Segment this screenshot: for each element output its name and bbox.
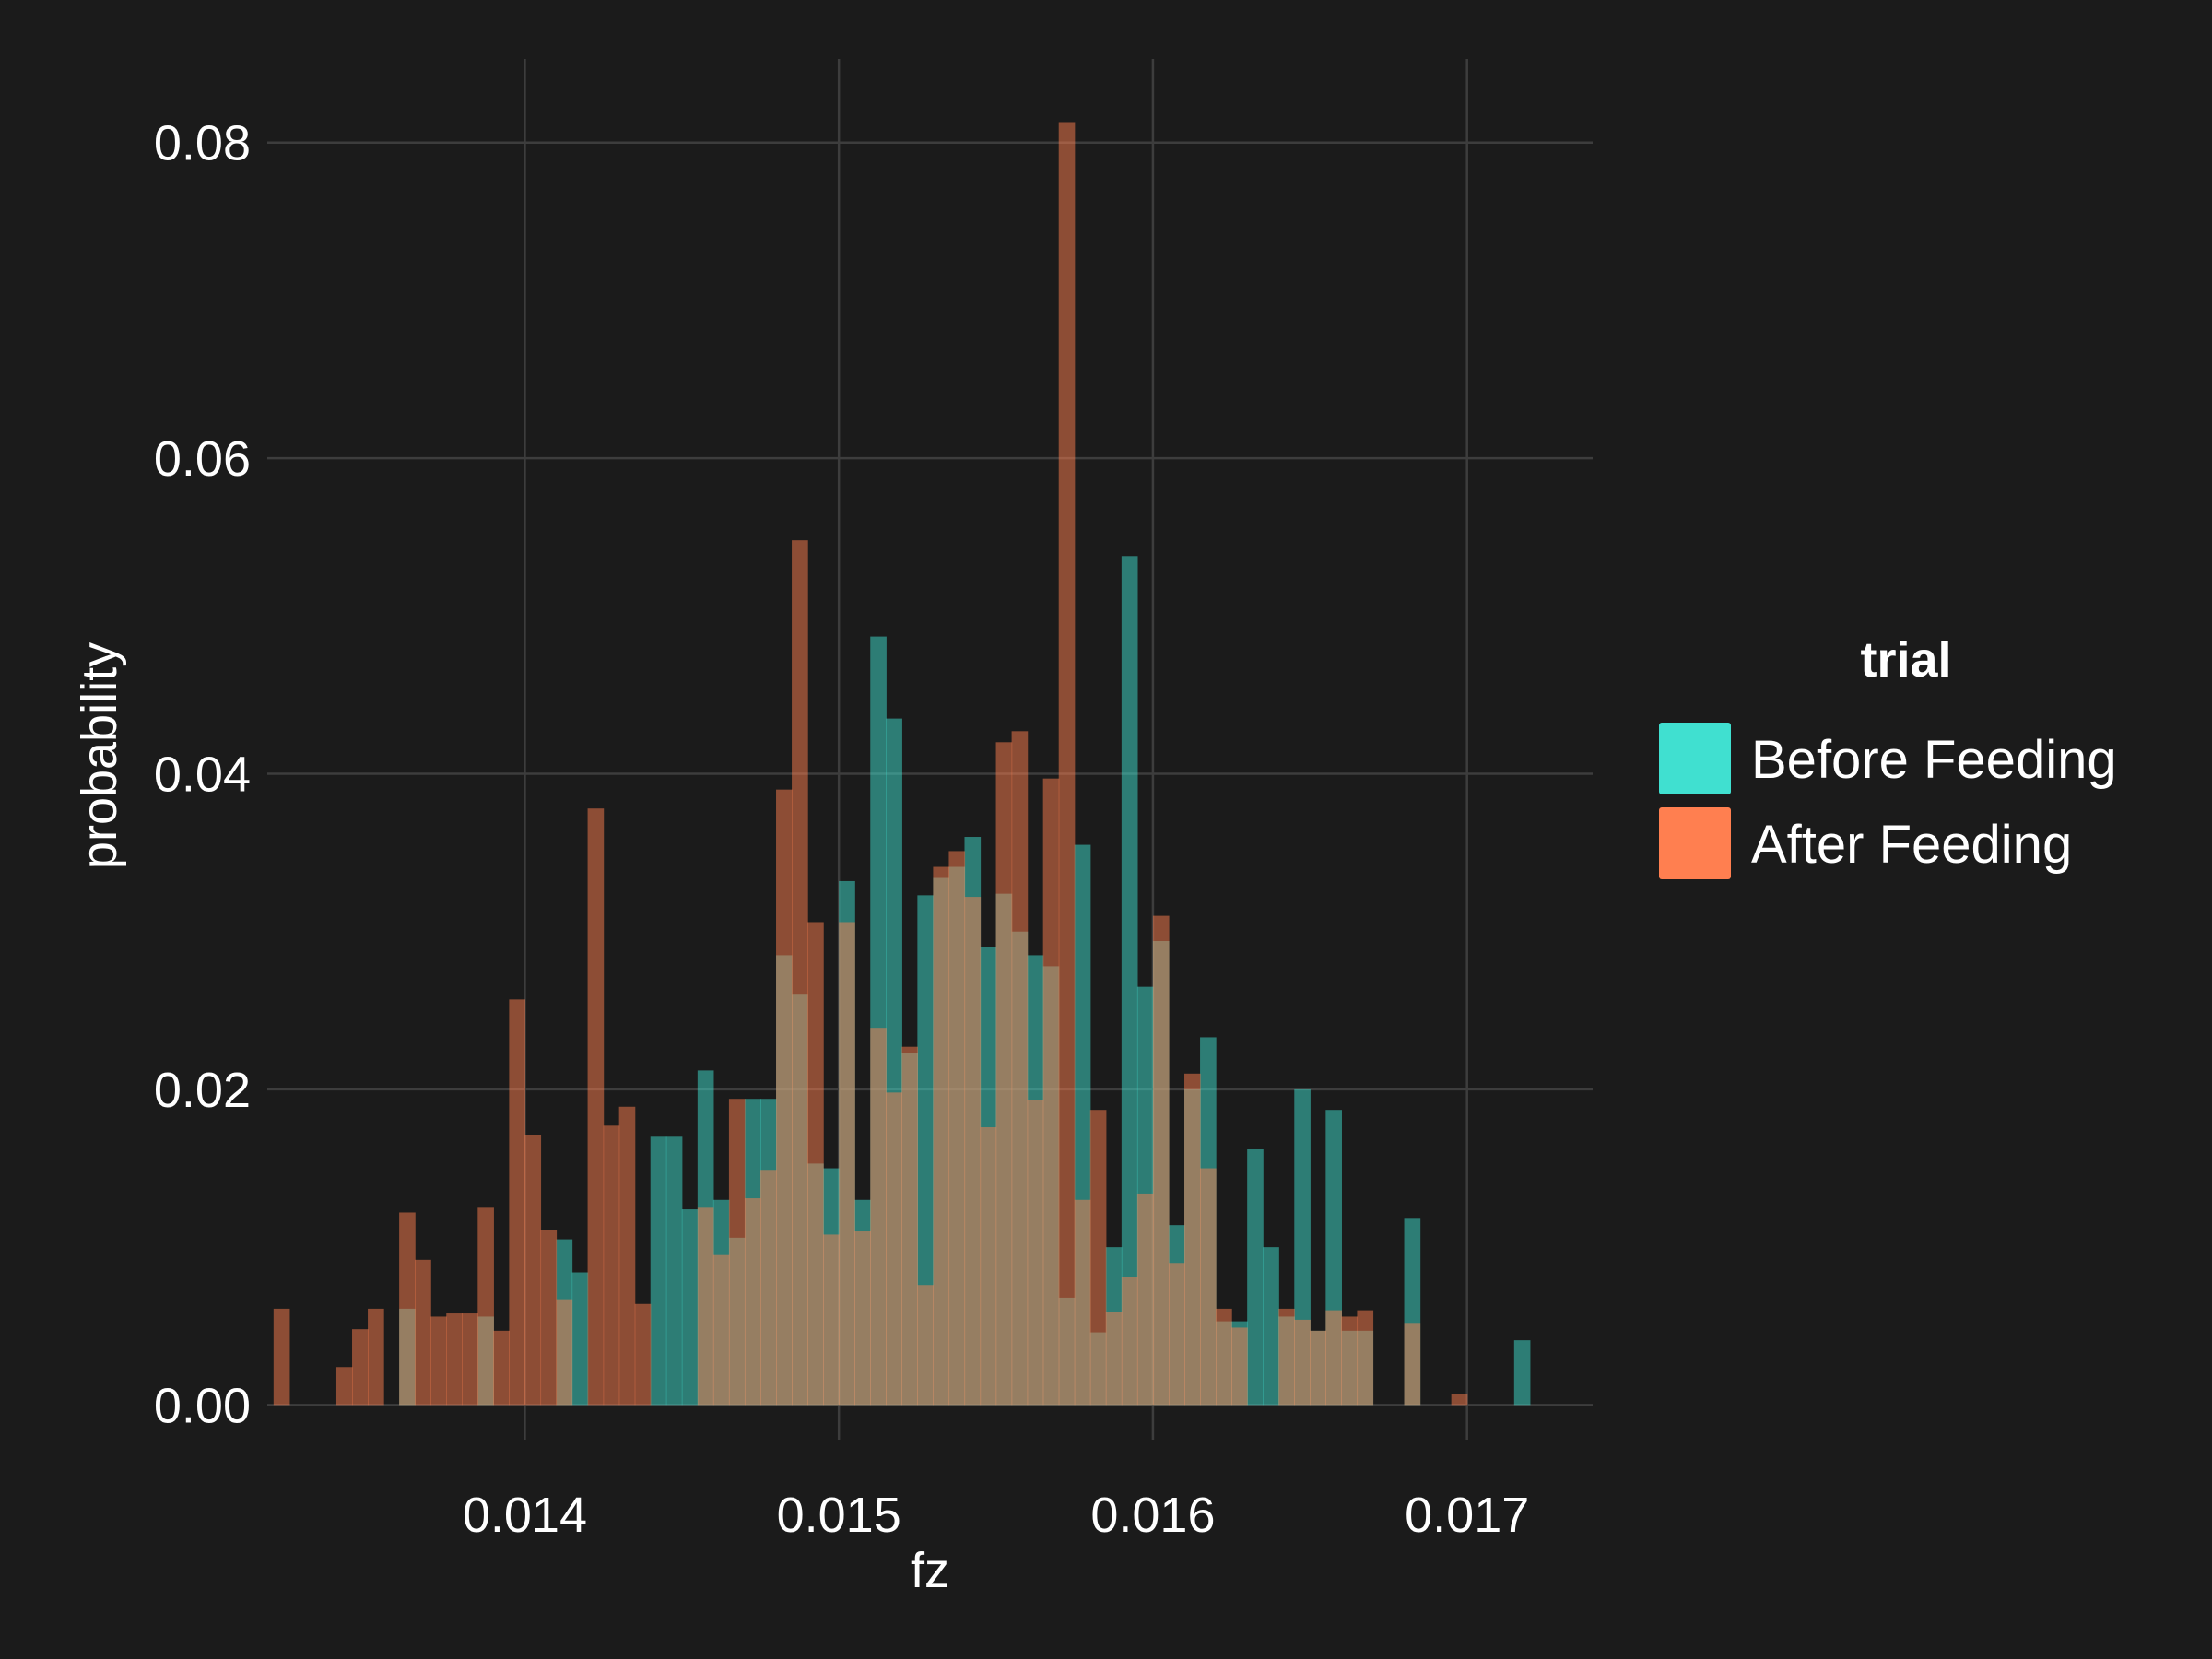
bar-after-feeding: [1027, 1100, 1044, 1406]
bar-after-feeding: [477, 1207, 494, 1406]
bar-after-feeding: [901, 1046, 918, 1406]
x-tick-labels: 0.014 0.015 0.016 0.017: [463, 1488, 1529, 1543]
bar-after-feeding: [1058, 122, 1076, 1406]
legend-swatch-after-feeding: [1659, 807, 1731, 879]
x-axis-title: fz: [911, 1543, 949, 1598]
legend-label-after-feeding: After Feeding: [1751, 815, 2072, 875]
bar-after-feeding: [728, 1099, 746, 1406]
bar-after-feeding: [776, 789, 793, 1406]
bar-after-feeding: [1294, 1319, 1311, 1406]
bar-after-feeding: [273, 1308, 290, 1406]
bar-after-feeding: [807, 922, 824, 1406]
y-axis-title: probability: [72, 642, 127, 869]
bar-after-feeding: [1357, 1310, 1374, 1406]
bar-after-feeding: [1404, 1323, 1421, 1406]
bar-after-feeding: [995, 742, 1013, 1406]
bar-after-feeding: [1105, 1312, 1123, 1406]
bar-after-feeding: [509, 999, 526, 1406]
bar-after-feeding: [368, 1308, 384, 1406]
x-tick-label: 0.014: [463, 1488, 587, 1543]
y-tick-label: 0.04: [154, 747, 251, 803]
bar-after-feeding: [352, 1329, 369, 1406]
y-tick-label: 0.02: [154, 1063, 251, 1118]
bar-after-feeding: [1152, 915, 1170, 1406]
x-tick-label: 0.017: [1405, 1488, 1529, 1543]
bar-after-feeding: [823, 1234, 840, 1406]
bar-before-feeding: [650, 1136, 667, 1406]
bar-after-feeding: [886, 1092, 902, 1406]
bar-after-feeding: [430, 1316, 447, 1406]
bar-after-feeding: [870, 1028, 887, 1406]
bar-before-feeding: [1247, 1148, 1264, 1406]
bar-after-feeding: [744, 1198, 761, 1406]
histogram-bars: [273, 122, 1531, 1406]
bar-after-feeding: [462, 1313, 478, 1406]
bar-before-feeding: [665, 1136, 683, 1406]
bar-after-feeding: [839, 922, 855, 1406]
bar-after-feeding: [933, 866, 950, 1406]
bar-before-feeding: [681, 1209, 699, 1406]
bar-after-feeding: [1278, 1308, 1295, 1406]
bar-after-feeding: [697, 1207, 714, 1406]
bar-after-feeding: [399, 1212, 416, 1406]
legend: trial Before Feeding After Feeding: [1659, 632, 2117, 879]
y-tick-labels: 0.00 0.02 0.04 0.06 0.08: [154, 116, 251, 1434]
bar-after-feeding: [792, 540, 808, 1406]
bar-after-feeding: [618, 1106, 636, 1406]
bar-before-feeding: [1263, 1247, 1279, 1406]
bar-after-feeding: [540, 1230, 558, 1406]
bar-after-feeding: [1168, 1263, 1185, 1406]
bar-before-feeding: [571, 1272, 589, 1406]
bar-after-feeding: [634, 1303, 652, 1406]
bar-after-feeding: [1325, 1310, 1342, 1406]
bar-after-feeding: [1136, 1193, 1154, 1406]
bar-after-feeding: [854, 1231, 871, 1406]
bar-after-feeding: [1089, 1110, 1107, 1406]
bar-after-feeding: [493, 1330, 510, 1406]
bar-after-feeding: [1042, 778, 1060, 1406]
bar-before-feeding: [1513, 1340, 1531, 1406]
bar-after-feeding: [587, 808, 605, 1406]
bar-after-feeding: [603, 1125, 620, 1406]
bar-after-feeding: [446, 1313, 463, 1406]
bar-after-feeding: [980, 1127, 997, 1406]
y-tick-label: 0.06: [154, 431, 251, 487]
bar-before-feeding: [917, 895, 935, 1406]
bar-after-feeding: [524, 1135, 542, 1406]
bar-after-feeding: [556, 1299, 573, 1406]
bar-after-feeding: [964, 897, 982, 1406]
bar-after-feeding: [759, 1170, 777, 1406]
bar-before-feeding: [1121, 556, 1138, 1406]
legend-label-before-feeding: Before Feeding: [1751, 730, 2117, 790]
x-tick-label: 0.016: [1090, 1488, 1215, 1543]
bar-after-feeding: [1231, 1327, 1248, 1406]
bar-after-feeding: [1121, 1277, 1138, 1406]
bar-after-feeding: [1184, 1073, 1201, 1406]
bar-after-feeding: [1451, 1394, 1468, 1406]
bar-after-feeding: [712, 1254, 730, 1406]
bar-after-feeding: [1310, 1330, 1326, 1406]
bar-after-feeding: [917, 1285, 935, 1406]
bar-after-feeding: [1200, 1168, 1217, 1406]
bar-after-feeding: [1216, 1308, 1232, 1406]
bar-after-feeding: [335, 1367, 353, 1406]
y-tick-label: 0.08: [154, 116, 251, 171]
legend-title: trial: [1860, 632, 1951, 688]
legend-swatch-before-feeding: [1659, 723, 1731, 794]
bar-after-feeding: [1011, 731, 1029, 1406]
bar-after-feeding: [1074, 1199, 1091, 1406]
bar-after-feeding: [415, 1259, 431, 1406]
bar-after-feeding: [948, 851, 966, 1406]
y-tick-label: 0.00: [154, 1378, 251, 1433]
x-tick-label: 0.015: [777, 1488, 901, 1543]
bar-after-feeding: [1341, 1316, 1359, 1406]
